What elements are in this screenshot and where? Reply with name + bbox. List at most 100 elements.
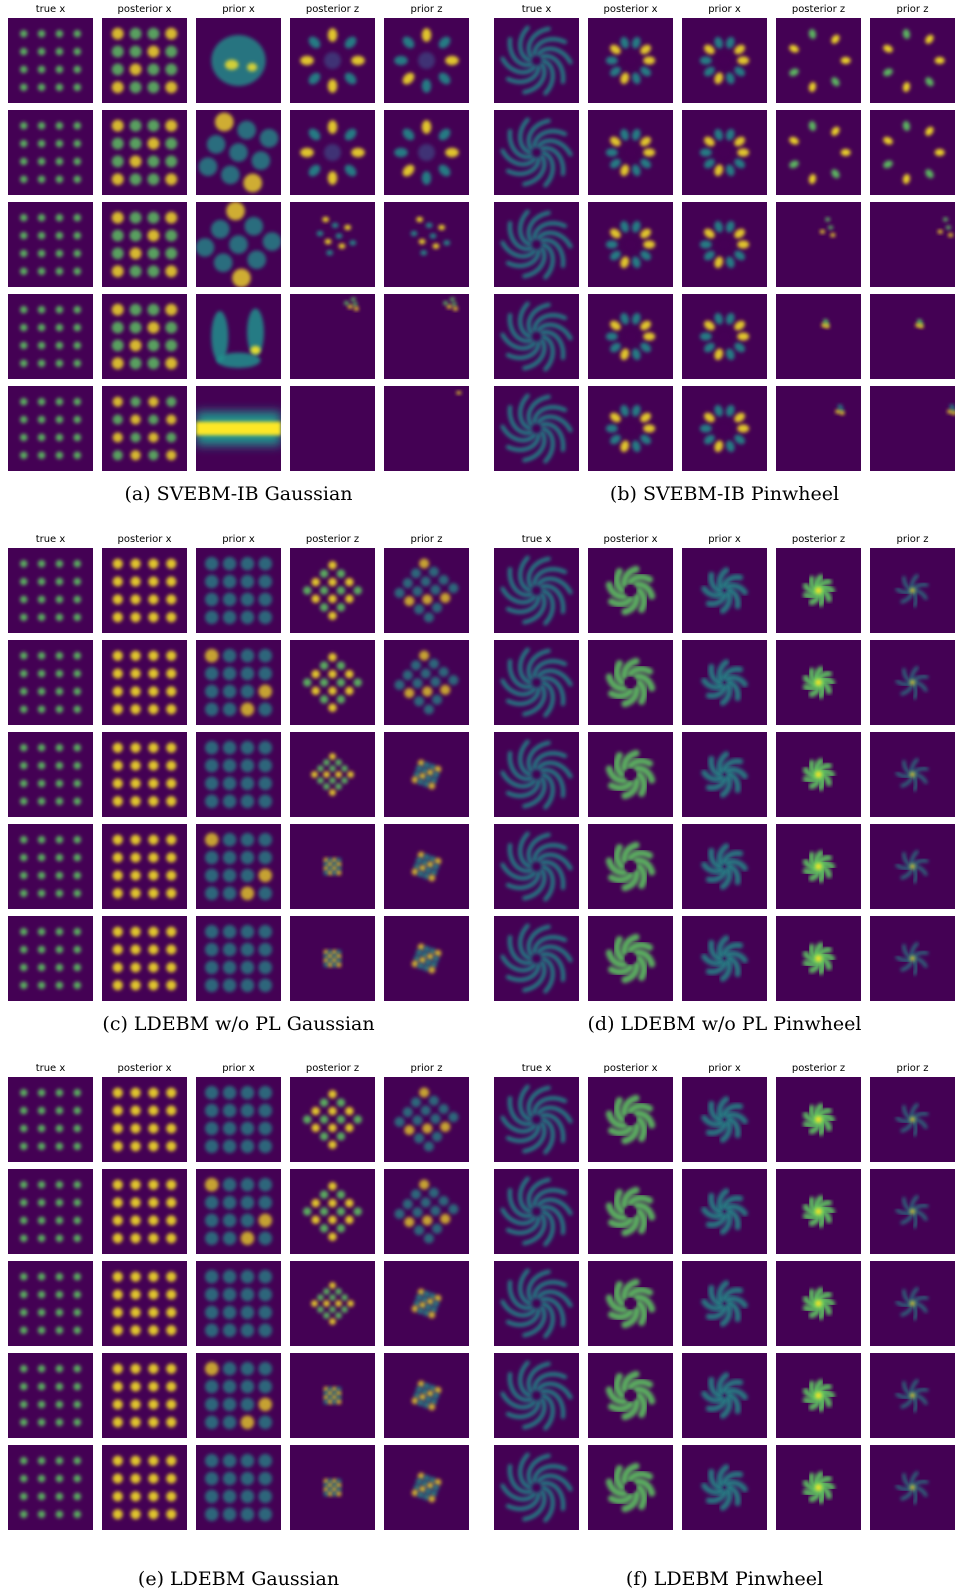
column-label: prior x xyxy=(708,534,741,545)
density-plot-a-row4-posterior-z xyxy=(290,294,375,379)
density-plot-a-row4-prior-z xyxy=(384,294,469,379)
density-plot-d-row1-true-x xyxy=(494,548,579,633)
density-plot-a-row3-posterior-x xyxy=(102,202,187,287)
density-plot-e-row4-true-x xyxy=(8,1353,93,1438)
density-plot-d-row2-true-x xyxy=(494,640,579,725)
panel-caption-a: (a) SVEBM-IB Gaussian xyxy=(124,483,353,505)
column-label: posterior z xyxy=(791,534,846,545)
density-plot-f-row2-true-x xyxy=(494,1169,579,1254)
density-plot-e-row5-prior-z xyxy=(384,1445,469,1530)
density-plot-a-row5-posterior-z xyxy=(290,386,375,471)
density-plot-e-row3-true-x xyxy=(8,1261,93,1346)
density-plot-b-row3-posterior-x xyxy=(588,202,673,287)
column-label: posterior x xyxy=(117,4,172,15)
density-plot-a-row5-prior-x xyxy=(196,386,281,471)
density-plot-f-row5-prior-z xyxy=(870,1445,955,1530)
density-plot-d-row3-posterior-x xyxy=(588,732,673,817)
density-plot-a-row4-true-x xyxy=(8,294,93,379)
density-plot-d-row4-true-x xyxy=(494,824,579,909)
panel-caption-b: (b) SVEBM-IB Pinwheel xyxy=(609,483,840,505)
column-label: prior z xyxy=(410,4,443,15)
density-plot-a-row3-prior-z xyxy=(384,202,469,287)
density-plot-c-row1-true-x xyxy=(8,548,93,633)
density-plot-f-row2-prior-x xyxy=(682,1169,767,1254)
column-label: posterior x xyxy=(117,1063,172,1074)
density-plot-a-row4-prior-x xyxy=(196,294,281,379)
density-plot-e-row2-posterior-x xyxy=(102,1169,187,1254)
density-plot-a-row1-true-x xyxy=(8,18,93,103)
density-plot-d-row1-prior-x xyxy=(682,548,767,633)
density-plot-b-row5-prior-z xyxy=(870,386,955,471)
density-plot-f-row4-posterior-z xyxy=(776,1353,861,1438)
density-plot-d-row5-posterior-x xyxy=(588,916,673,1001)
density-plot-e-row5-posterior-x xyxy=(102,1445,187,1530)
density-plot-e-row1-prior-x xyxy=(196,1077,281,1162)
density-plot-d-row2-prior-z xyxy=(870,640,955,725)
density-plot-a-row5-prior-z xyxy=(384,386,469,471)
density-plot-b-row3-prior-x xyxy=(682,202,767,287)
density-plot-c-row1-posterior-z xyxy=(290,548,375,633)
column-label: prior x xyxy=(708,1063,741,1074)
density-plot-e-row1-posterior-x xyxy=(102,1077,187,1162)
density-plot-c-row1-prior-x xyxy=(196,548,281,633)
density-plot-d-row1-prior-z xyxy=(870,548,955,633)
density-plot-e-row4-prior-z xyxy=(384,1353,469,1438)
density-plot-e-row1-posterior-z xyxy=(290,1077,375,1162)
density-plot-f-row1-prior-z xyxy=(870,1077,955,1162)
density-plot-a-row5-posterior-x xyxy=(102,386,187,471)
density-plot-d-row4-posterior-z xyxy=(776,824,861,909)
density-plot-c-row5-posterior-z xyxy=(290,916,375,1001)
panel-caption-f: (f) LDEBM Pinwheel xyxy=(625,1568,824,1590)
density-plot-a-row1-prior-x xyxy=(196,18,281,103)
density-plot-f-row1-posterior-x xyxy=(588,1077,673,1162)
panel-caption-c: (c) LDEBM w/o PL Gaussian xyxy=(102,1013,375,1035)
density-plot-e-row1-true-x xyxy=(8,1077,93,1162)
density-plot-e-row4-prior-x xyxy=(196,1353,281,1438)
density-plot-d-row1-posterior-x xyxy=(588,548,673,633)
column-label: posterior x xyxy=(117,534,172,545)
column-label: posterior z xyxy=(305,534,360,545)
density-plot-e-row2-prior-z xyxy=(384,1169,469,1254)
density-plot-b-row4-prior-z xyxy=(870,294,955,379)
density-plot-d-row2-posterior-z xyxy=(776,640,861,725)
column-label: posterior z xyxy=(791,1063,846,1074)
column-label: posterior x xyxy=(603,1063,658,1074)
density-plot-a-row2-prior-z xyxy=(384,110,469,195)
density-plot-f-row1-posterior-z xyxy=(776,1077,861,1162)
density-plot-b-row5-posterior-x xyxy=(588,386,673,471)
density-plot-b-row3-true-x xyxy=(494,202,579,287)
density-plot-b-row2-prior-x xyxy=(682,110,767,195)
column-label: posterior z xyxy=(791,4,846,15)
density-plot-a-row2-true-x xyxy=(8,110,93,195)
density-plot-f-row4-posterior-x xyxy=(588,1353,673,1438)
density-plot-b-row4-prior-x xyxy=(682,294,767,379)
column-label: prior z xyxy=(410,534,443,545)
density-plot-b-row2-posterior-x xyxy=(588,110,673,195)
density-plot-a-row4-posterior-x xyxy=(102,294,187,379)
density-plot-d-row5-prior-x xyxy=(682,916,767,1001)
density-plot-f-row5-true-x xyxy=(494,1445,579,1530)
density-plot-d-row4-prior-x xyxy=(682,824,767,909)
density-plot-a-row1-posterior-x xyxy=(102,18,187,103)
column-label: true x xyxy=(35,534,66,545)
density-plot-e-row1-prior-z xyxy=(384,1077,469,1162)
column-label: prior x xyxy=(708,4,741,15)
density-plot-c-row5-prior-z xyxy=(384,916,469,1001)
density-plot-f-row5-prior-x xyxy=(682,1445,767,1530)
density-plot-c-row4-prior-x xyxy=(196,824,281,909)
density-plot-c-row2-true-x xyxy=(8,640,93,725)
density-plot-f-row5-posterior-z xyxy=(776,1445,861,1530)
density-plot-b-row1-prior-x xyxy=(682,18,767,103)
density-plot-c-row5-prior-x xyxy=(196,916,281,1001)
density-plot-f-row4-prior-x xyxy=(682,1353,767,1438)
density-plot-e-row3-posterior-x xyxy=(102,1261,187,1346)
density-plot-b-row2-posterior-z xyxy=(776,110,861,195)
column-label: posterior x xyxy=(603,534,658,545)
density-plot-d-row3-prior-x xyxy=(682,732,767,817)
density-plot-e-row3-posterior-z xyxy=(290,1261,375,1346)
density-plot-d-row2-posterior-x xyxy=(588,640,673,725)
density-plot-b-row5-posterior-z xyxy=(776,386,861,471)
density-plot-d-row1-posterior-z xyxy=(776,548,861,633)
density-plot-c-row3-posterior-z xyxy=(290,732,375,817)
density-plot-a-row5-true-x xyxy=(8,386,93,471)
